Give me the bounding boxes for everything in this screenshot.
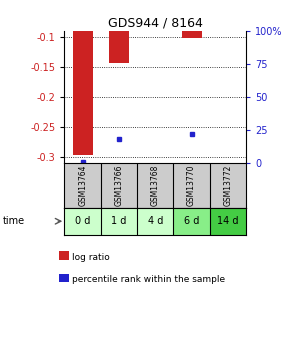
- Bar: [73, 31, 93, 156]
- Text: 4 d: 4 d: [148, 216, 163, 226]
- Title: GDS944 / 8164: GDS944 / 8164: [108, 17, 203, 30]
- Text: 0 d: 0 d: [75, 216, 90, 226]
- Text: log ratio: log ratio: [72, 253, 110, 262]
- Text: GSM13766: GSM13766: [115, 165, 123, 206]
- Bar: [173, 208, 210, 235]
- Text: 1 d: 1 d: [111, 216, 127, 226]
- Bar: [64, 208, 101, 235]
- Bar: [210, 208, 246, 235]
- Text: GSM13770: GSM13770: [187, 165, 196, 206]
- Bar: [64, 162, 101, 208]
- Bar: [137, 162, 173, 208]
- Bar: [210, 162, 246, 208]
- Bar: [109, 31, 129, 63]
- Text: 14 d: 14 d: [217, 216, 239, 226]
- Text: GSM13768: GSM13768: [151, 165, 160, 206]
- Bar: [182, 31, 202, 38]
- Bar: [137, 208, 173, 235]
- Bar: [101, 208, 137, 235]
- Text: percentile rank within the sample: percentile rank within the sample: [72, 275, 225, 284]
- Bar: [173, 162, 210, 208]
- Bar: [101, 162, 137, 208]
- Text: time: time: [3, 216, 25, 226]
- Text: 6 d: 6 d: [184, 216, 199, 226]
- Text: GSM13772: GSM13772: [224, 165, 232, 206]
- Text: GSM13764: GSM13764: [78, 165, 87, 206]
